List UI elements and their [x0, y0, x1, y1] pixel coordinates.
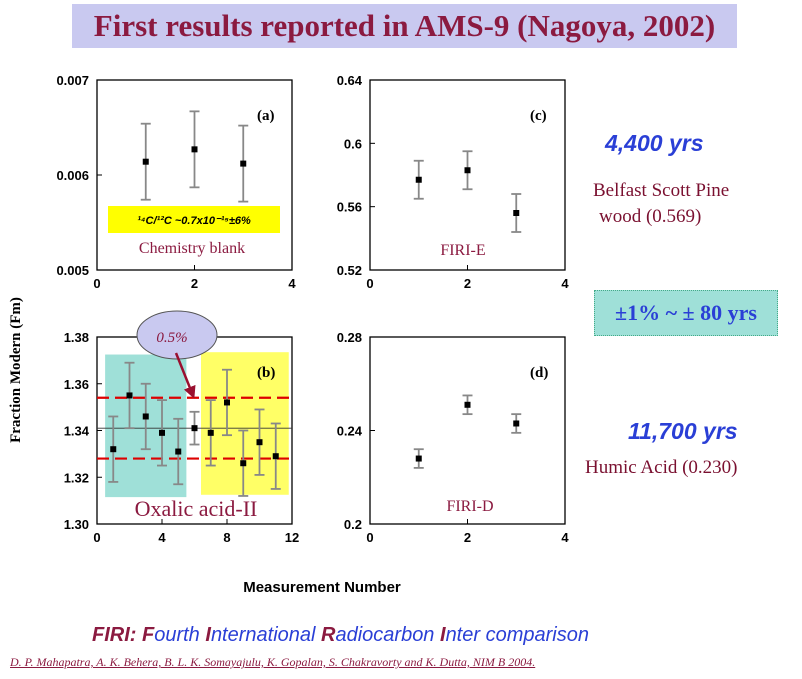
firi-word-3: nter comparison	[445, 624, 589, 646]
data-point	[240, 460, 247, 467]
x-tick-label: 0	[366, 530, 373, 545]
x-tick-label: 4	[561, 276, 569, 291]
sample-label: Chemistry blank	[139, 240, 245, 257]
data-point	[513, 210, 520, 216]
sample-label-1-line2: wood (0.569)	[599, 206, 702, 227]
x-tick-label: 8	[223, 530, 230, 545]
callout-arrow	[174, 352, 196, 399]
sample-label-1-line1: Belfast Scott Pine	[593, 180, 730, 201]
age-label-2: 11,700 yrs	[628, 418, 738, 444]
data-point	[191, 425, 198, 432]
data-point	[513, 420, 520, 427]
panel-label: (c)	[530, 108, 547, 124]
x-tick-label: 12	[285, 530, 299, 545]
firi-word-2: adiocarbon	[335, 624, 440, 646]
data-point	[159, 429, 165, 436]
firi-definition: FIRI: Fourth International Radiocarbon I…	[92, 624, 589, 647]
callout-text: 0.5%	[156, 330, 187, 346]
firi-capital-2: R	[321, 624, 336, 646]
sample-label-1: Belfast Scott Pine wood (0.569)	[593, 178, 793, 230]
data-point	[191, 146, 198, 153]
x-axis-label: Measurement Number	[243, 579, 401, 596]
x-tick-label: 2	[191, 276, 198, 291]
firi-capital-3: I	[440, 624, 446, 646]
panel-2: 0 4 8 12 1.30 1.32 1.34 1.36 1.38 (b) Oxalic acid-…	[64, 310, 299, 545]
data-point	[415, 176, 422, 183]
x-tick-label: 4	[288, 276, 296, 291]
x-tick-label: 2	[464, 276, 471, 291]
data-point	[207, 429, 214, 436]
panel-3: 0 2 4 0.2 0.24 0.28 (d) FIRI-D	[337, 330, 570, 545]
y-tick-label: 1.32	[64, 470, 89, 485]
annotation-box	[108, 206, 280, 233]
data-point	[415, 455, 422, 462]
firi-word-0: ourth	[154, 624, 206, 646]
y-tick-label: 0.007	[56, 73, 89, 88]
y-tick-label: 1.30	[64, 517, 89, 532]
y-tick-label: 1.38	[64, 330, 89, 345]
data-point	[464, 167, 471, 174]
panel-0: 0 2 4 0.005 0.006 0.007 (a) ¹⁴C/¹²C ~0.7x10⁻¹⁵±…	[56, 73, 296, 291]
y-tick-label: 0.24	[337, 424, 363, 439]
sample-label: Oxalic acid-II	[135, 496, 258, 521]
firi-capital-0: F	[142, 624, 155, 646]
data-point	[110, 446, 117, 453]
panel-label: (b)	[257, 365, 275, 381]
x-tick-label: 0	[93, 530, 100, 545]
panel-label: (d)	[530, 365, 548, 381]
precision-badge: ±1% ~ ± 80 yrs	[594, 290, 778, 336]
data-point	[224, 399, 230, 406]
data-point	[142, 158, 149, 165]
callout-bubble	[136, 310, 218, 360]
firi-label: FIRI:	[92, 624, 137, 646]
y-tick-label: 0.2	[344, 517, 362, 532]
panel-1: 0 2 4 0.52 0.56 0.6 0.64 (c) FIRI-E	[337, 73, 570, 291]
firi-capital-1: I	[205, 624, 211, 646]
y-tick-label: 0.28	[337, 330, 362, 345]
y-tick-label: 0.56	[337, 200, 362, 215]
page-title: First results reported in AMS-9 (Nagoya,…	[72, 4, 737, 48]
sample-label: FIRI-D	[446, 498, 493, 515]
panel-label: (a)	[257, 108, 275, 124]
data-point	[240, 160, 247, 167]
annotation-text: ¹⁴C/¹²C ~0.7x10⁻¹⁵±6%	[137, 215, 251, 227]
age-label-1: 4,400 yrs	[605, 130, 704, 156]
x-tick-label: 4	[158, 530, 166, 545]
y-tick-label: 0.6	[344, 136, 362, 151]
data-point	[272, 453, 279, 460]
firi-word-1: nternational	[210, 624, 322, 646]
firi-expansion: Fourth International Radiocarbon Inter c…	[142, 624, 589, 646]
data-point	[142, 413, 149, 420]
y-tick-label: 0.006	[56, 168, 89, 183]
x-tick-label: 4	[561, 530, 569, 545]
y-tick-label: 1.34	[64, 424, 90, 439]
y-tick-label: 0.52	[337, 263, 362, 278]
data-point	[126, 392, 133, 399]
data-point	[175, 448, 182, 455]
x-tick-label: 2	[464, 530, 471, 545]
x-tick-label: 0	[366, 276, 373, 291]
y-axis-label: Fraction Modern (Fm)	[8, 297, 24, 443]
y-tick-label: 0.64	[337, 73, 363, 88]
data-point	[256, 439, 263, 446]
x-tick-label: 0	[93, 276, 100, 291]
sample-label: FIRI-E	[440, 242, 485, 259]
sample-label-2: Humic Acid (0.230)	[585, 457, 738, 478]
data-point	[464, 401, 471, 408]
reference-citation[interactable]: D. P. Mahapatra, A. K. Behera, B. L. K. …	[10, 655, 536, 669]
y-tick-label: 0.005	[56, 263, 89, 278]
y-tick-label: 1.36	[64, 377, 89, 392]
